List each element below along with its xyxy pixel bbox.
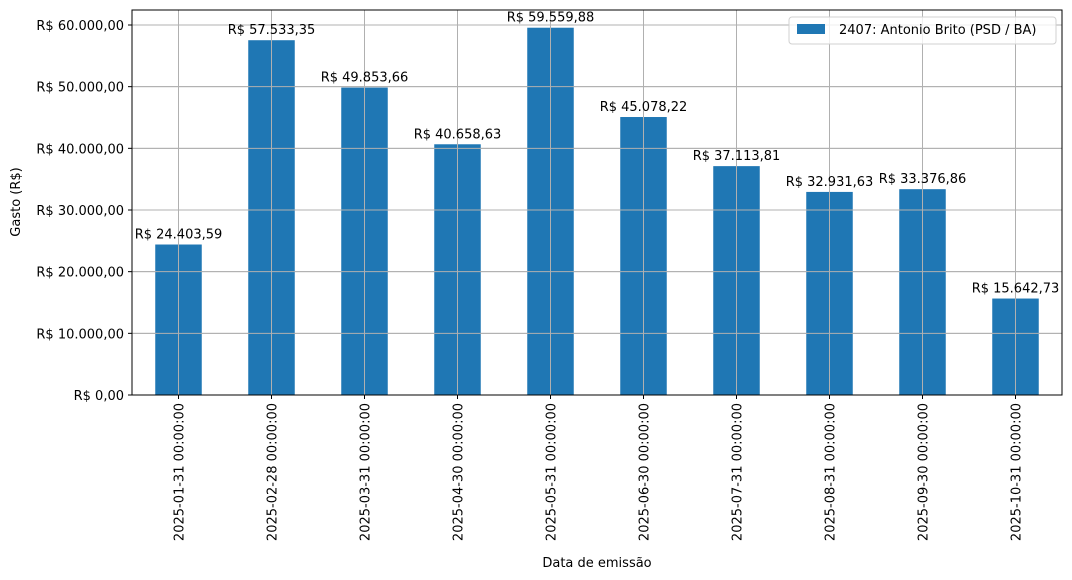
y-axis-label: Gasto (R$): [9, 167, 24, 236]
legend-box: [788, 16, 1057, 45]
legend-swatch: [797, 24, 825, 34]
bar-value-label: R$ 32.931,63: [786, 175, 874, 190]
x-tick-label: 2025-06-30 00:00:00: [638, 403, 653, 541]
x-tick-label: 2025-04-30 00:00:00: [452, 403, 467, 541]
y-tick-label: R$ 60.000,00: [36, 19, 124, 34]
bar-value-label: R$ 59.559,88: [507, 11, 595, 26]
y-tick-label: R$ 30.000,00: [36, 204, 124, 219]
bar-value-labels: R$ 24.403,59 R$ 57.533,35 R$ 49.853,66 R$ 4…: [135, 11, 1060, 297]
x-tick-label: 2025-08-31 00:00:00: [824, 403, 839, 541]
bar-value-label: R$ 49.853,66: [321, 71, 409, 86]
x-tick-label: 2025-10-31 00:00:00: [1010, 403, 1025, 541]
bar-value-label: R$ 45.078,22: [600, 100, 688, 115]
y-tick-label: R$ 50.000,00: [36, 81, 124, 96]
x-tick-label: 2025-07-31 00:00:00: [731, 403, 746, 541]
bar-value-label: R$ 37.113,81: [693, 149, 781, 164]
x-tick-label: 2025-03-31 00:00:00: [359, 403, 374, 541]
plot-frame: [131, 9, 1063, 396]
bar-value-label: R$ 57.533,35: [228, 23, 316, 38]
bar-value-label: R$ 24.403,59: [135, 228, 223, 243]
x-tick-label: 2025-02-28 00:00:00: [266, 403, 281, 541]
y-tick-label: R$ 0,00: [74, 389, 124, 404]
x-axis-label: Data de emissão: [542, 556, 651, 571]
x-axis: 2025-01-31 00:00:00 2025-02-28 00:00:00 20…: [173, 395, 1025, 541]
x-tick-label: 2025-01-31 00:00:00: [173, 403, 188, 541]
bar-value-label: R$ 40.658,63: [414, 127, 502, 142]
y-axis: R$ 0,00 R$ 10.000,00 R$ 20.000,00 R$ 30.000…: [36, 19, 132, 404]
bars: [155, 27, 1039, 396]
x-tick-label: 2025-05-31 00:00:00: [545, 403, 560, 541]
legend-label: 2407: Antonio Brito (PSD / BA): [839, 23, 1036, 38]
grid-lines-overlay: [132, 10, 1062, 396]
bar-value-label: R$ 33.376,86: [879, 172, 967, 187]
y-tick-label: R$ 10.000,00: [36, 327, 124, 342]
bar-value-label: R$ 15.642,73: [972, 282, 1060, 297]
y-tick-label: R$ 40.000,00: [36, 142, 124, 157]
y-tick-label: R$ 20.000,00: [36, 266, 124, 281]
legend: 2407: Antonio Brito (PSD / BA): [788, 16, 1057, 45]
x-tick-label: 2025-09-30 00:00:00: [917, 403, 932, 541]
